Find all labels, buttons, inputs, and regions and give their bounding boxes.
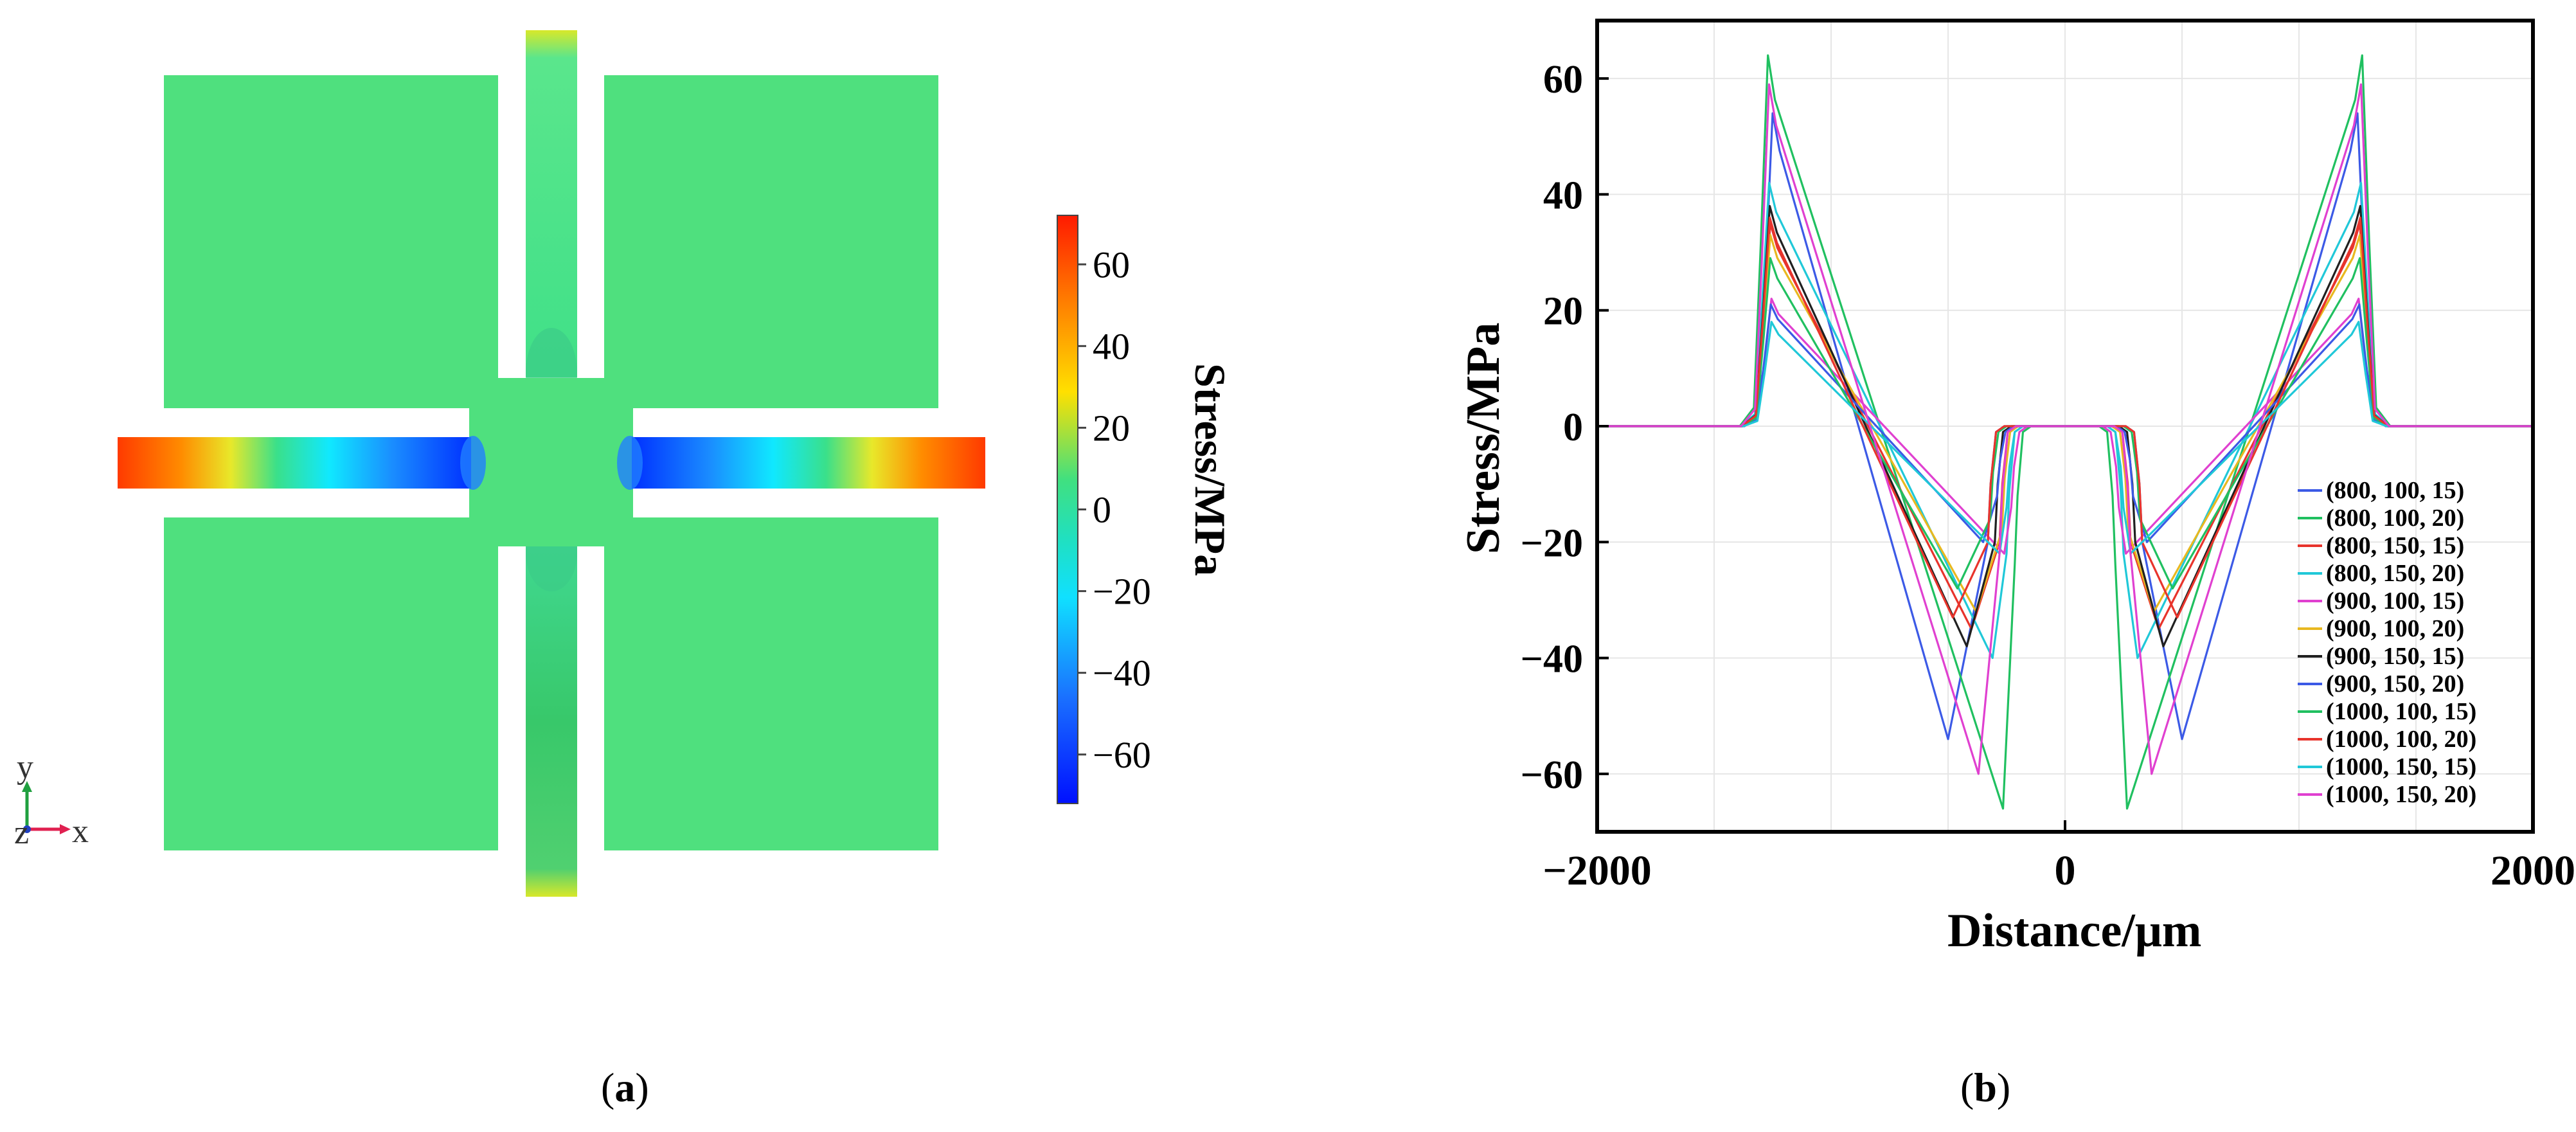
chart-series [1597,54,2533,810]
y-tick-label: 20 [1543,290,1583,334]
caption-b: (b) [1960,1065,2011,1110]
beam-left-stress-spot [460,436,486,490]
legend-entry: (900, 150, 15) [2326,643,2464,670]
legend-entry: (800, 150, 20) [2326,560,2464,587]
y-tick-label: −20 [1521,521,1583,565]
axis-z-label: z [14,814,29,851]
y-axis-title: Stress/MPa [1457,323,1510,554]
series-line [1597,83,2533,775]
legend-entry: (900, 100, 15) [2326,588,2464,615]
stress-distance-chart: −2000 0 2000 60 40 20 0 −20 −40 −60 Distance/μm S… [1457,19,2575,957]
x-tick-label: 2000 [2491,847,2575,894]
colorbar-label: Stress/MPa [1186,363,1235,576]
x-tick-label: −2000 [1543,847,1652,894]
y-tick-label: −60 [1521,753,1583,797]
plate-top-right [604,75,938,408]
legend-entry: (800, 100, 20) [2326,505,2464,532]
colorbar-tick-label: 0 [1093,489,1111,531]
simulation-view: y z x 60 40 20 0 −20 −40 −60 Stress/MPa [14,30,1235,897]
colorbar: 60 40 20 0 −20 −40 −60 Stress/MPa [1057,215,1235,804]
legend-entry: (800, 150, 15) [2326,532,2464,559]
legend-entry: (1000, 100, 15) [2326,698,2476,725]
simulation-panel: y z x 60 40 20 0 −20 −40 −60 Stress/MPa (a) [0,0,1285,1129]
legend-entry: (900, 100, 20) [2326,615,2464,642]
beam-bottom [526,546,577,897]
x-tick-label: 0 [2055,847,2076,894]
y-tick-label: 60 [1543,58,1583,102]
x-axis-title: Distance/μm [1947,904,2201,957]
y-tick-label: 0 [1563,406,1583,449]
colorbar-ticks: 60 40 20 0 −20 −40 −60 [1078,244,1151,776]
legend-entry: (1000, 100, 20) [2326,726,2476,753]
colorbar-tick-label: 40 [1093,325,1130,367]
beam-left [118,437,471,489]
central-mass [469,378,633,546]
legend-entry: (1000, 150, 20) [2326,781,2476,808]
plate-top-left [164,75,498,408]
colorbar-tick-label: −40 [1093,652,1151,694]
beam-top [526,30,577,377]
legend-entry: (900, 150, 20) [2326,670,2464,697]
axes-triad: y z x [14,749,89,851]
colorbar-tick-label: 60 [1093,244,1130,285]
caption-a-letter: a [614,1065,636,1110]
colorbar-tick-label: 20 [1093,407,1130,449]
y-tick-label: −40 [1521,638,1583,681]
chart-ticks: −2000 0 2000 60 40 20 0 −20 −40 −60 [1521,58,2575,894]
colorbar-tick-label: −20 [1093,571,1151,613]
axis-x-label: x [72,813,89,850]
chart-panel: −2000 0 2000 60 40 20 0 −20 −40 −60 Distance/μm S… [1285,0,2576,1129]
caption-b-letter: b [1974,1065,1997,1110]
legend: (800, 100, 15)(800, 100, 20)(800, 150, 1… [2298,477,2476,808]
colorbar-gradient [1057,215,1078,804]
plate-bottom-right [604,517,938,850]
y-tick-label: 40 [1543,174,1583,217]
caption-a: (a) [601,1065,649,1110]
plate-bottom-left [164,517,498,850]
legend-entry: (800, 100, 15) [2326,477,2464,504]
axis-y-label: y [17,749,33,786]
legend-entry: (1000, 150, 15) [2326,753,2476,780]
beam-right-stress-spot [617,436,643,490]
colorbar-tick-label: −60 [1093,734,1151,776]
beam-right [632,437,985,489]
